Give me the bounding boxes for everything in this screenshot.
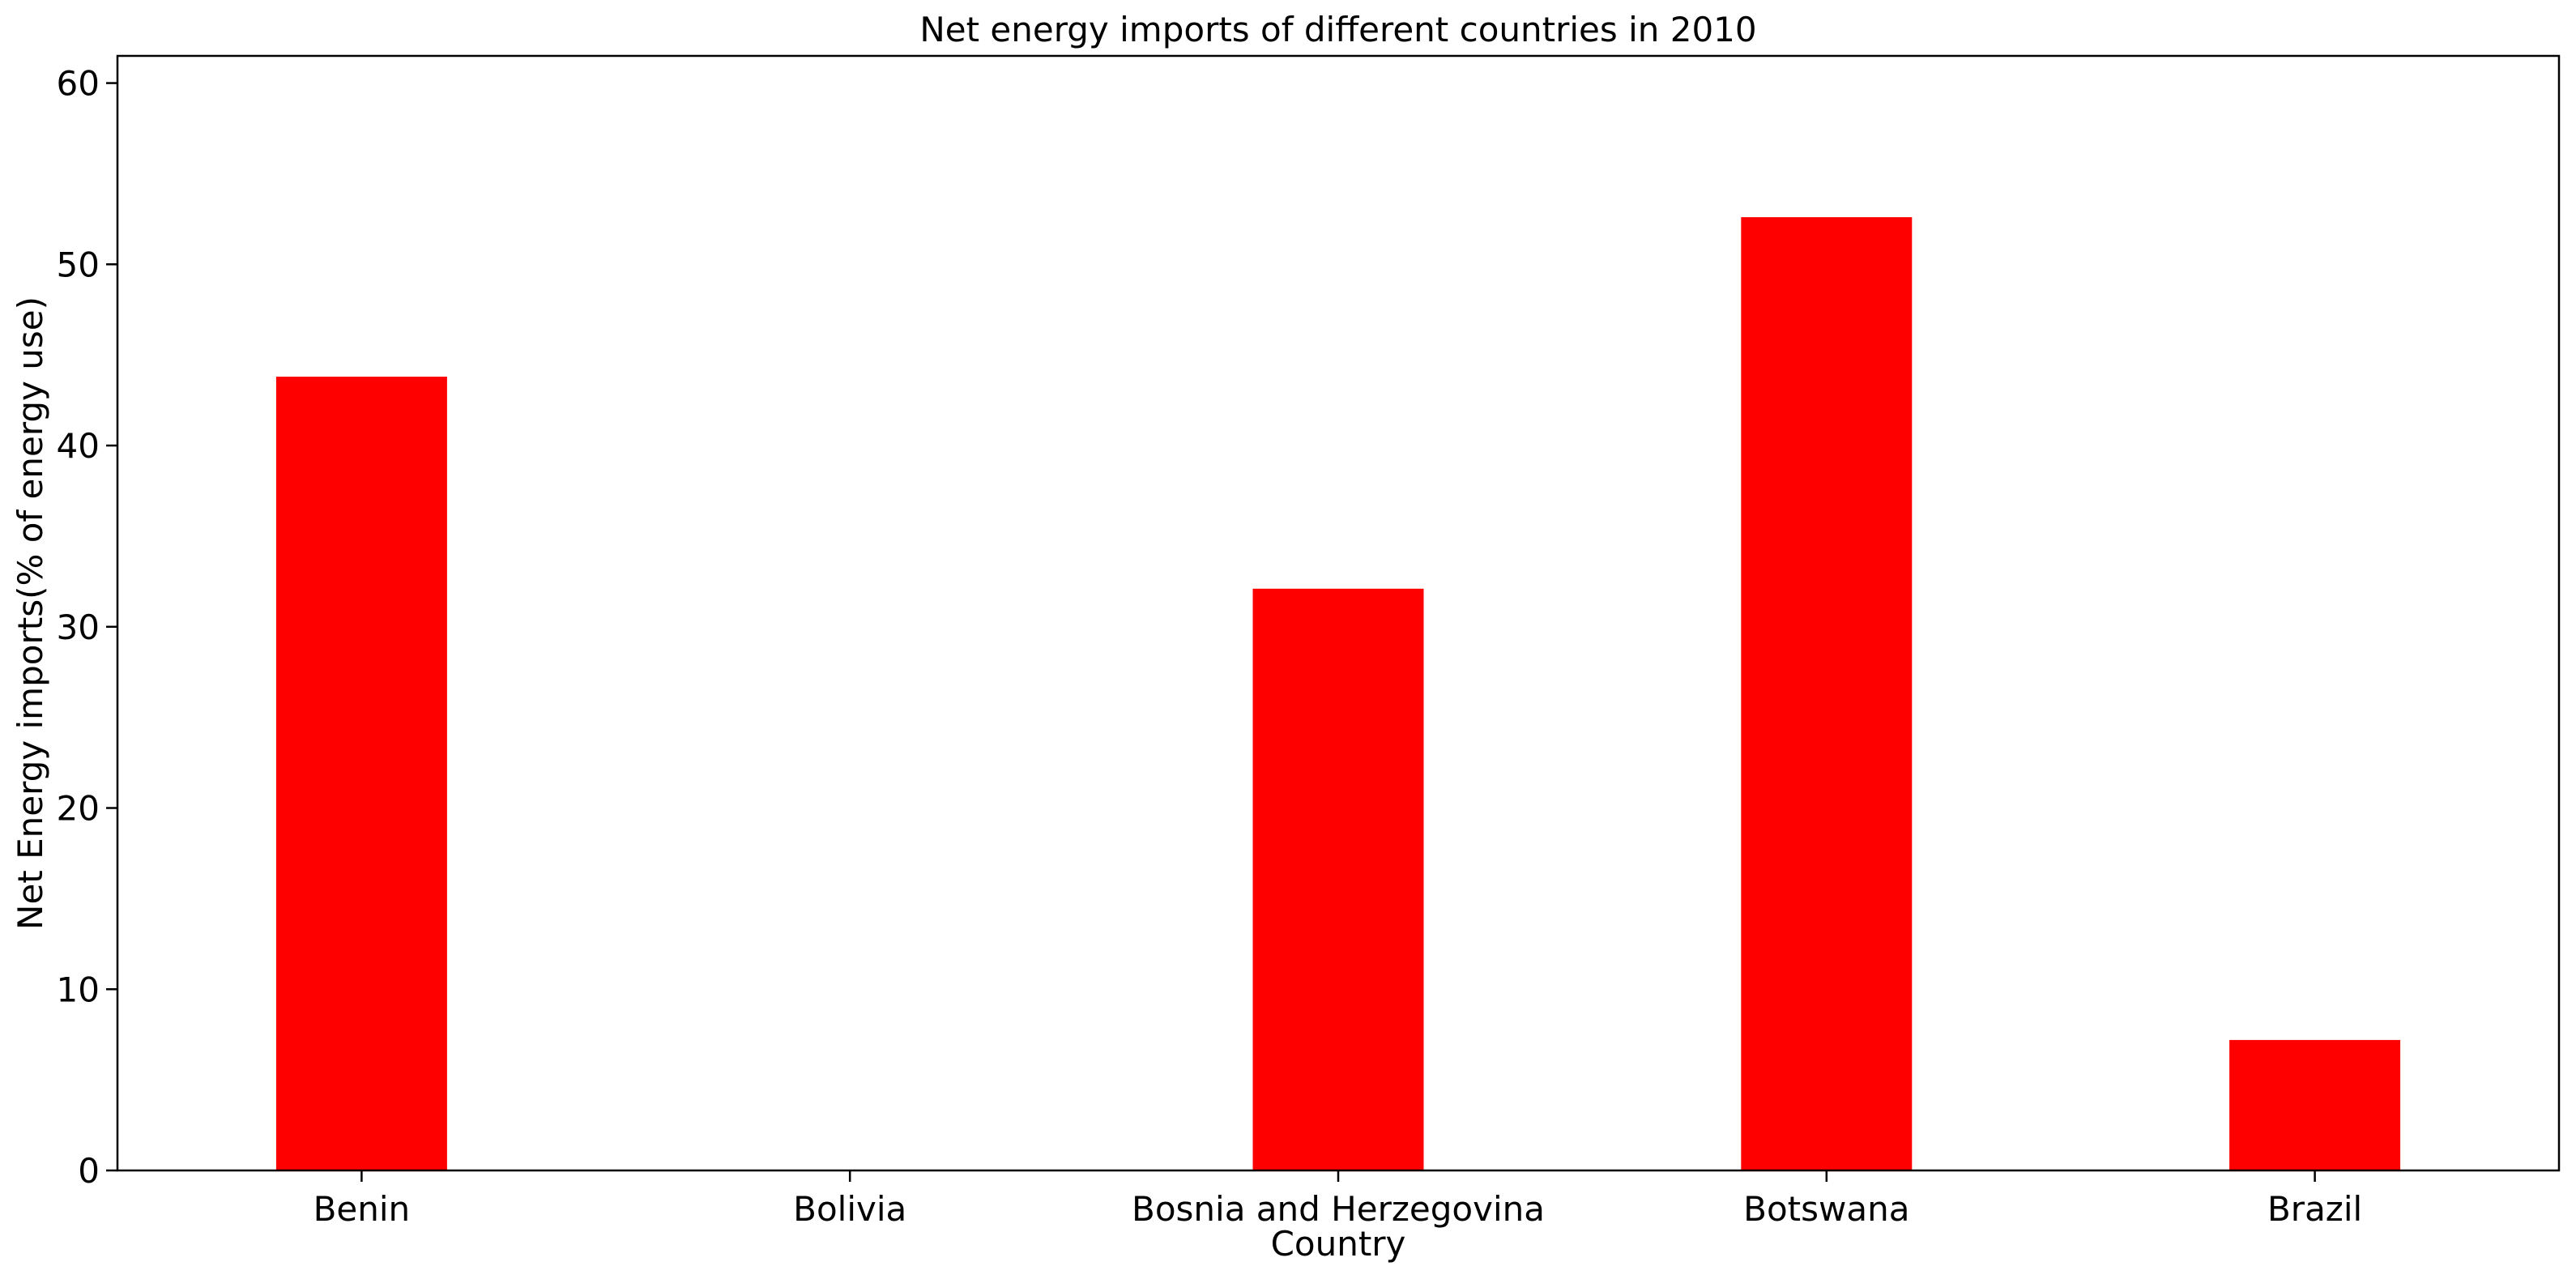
y-tick-label: 40 (57, 426, 100, 466)
bar-series (275, 217, 2401, 1171)
bar-brazil (2229, 1039, 2401, 1170)
bar-bosnia-and-herzegovina (1252, 588, 1424, 1170)
bar-benin (275, 377, 447, 1170)
chart-title: Net energy imports of different countrie… (919, 10, 1756, 49)
y-axis-label: Net Energy imports(% of energy use) (11, 296, 50, 930)
y-tick-label: 0 (78, 1151, 100, 1191)
y-tick-label: 20 (57, 789, 100, 829)
x-axis-label: Country (1271, 1224, 1406, 1264)
y-tick-label: 60 (57, 64, 100, 104)
x-tick-label: Bolivia (793, 1189, 906, 1229)
x-tick-label: Benin (313, 1189, 411, 1229)
y-axis-ticks: 0 10 20 30 40 50 60 (57, 64, 117, 1191)
plot-area-frame (116, 54, 2561, 1172)
x-tick-label: Bosnia and Herzegovina (1132, 1189, 1545, 1229)
bar-botswana (1741, 217, 1913, 1171)
x-tick-label: Brazil (2267, 1189, 2362, 1229)
x-axis-ticks: Benin Bolivia Bosnia and Herzegovina Botswa… (313, 1170, 2362, 1229)
y-tick-label: 50 (57, 245, 100, 284)
x-tick-label: Botswana (1743, 1189, 1909, 1229)
y-tick-label: 10 (57, 970, 100, 1009)
y-tick-label: 30 (57, 608, 100, 647)
